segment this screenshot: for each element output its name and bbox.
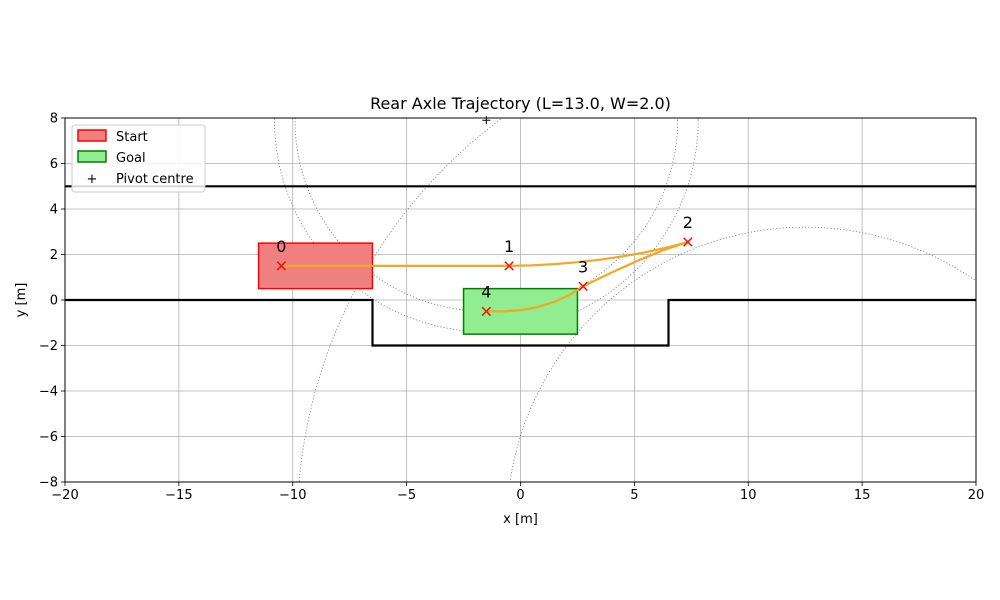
chart-title: Rear Axle Trajectory (L=13.0, W=2.0) [370, 94, 671, 113]
legend-label-start: Start [116, 130, 148, 145]
y-tick-label: −2 [39, 339, 58, 354]
trajectory-segment [508, 240, 690, 267]
x-tick-label: 15 [854, 488, 871, 503]
legend-swatch-goal [77, 150, 107, 163]
x-tick-label: 5 [630, 488, 638, 503]
y-tick-label: 6 [50, 157, 58, 172]
x-tick-label: −5 [397, 488, 416, 503]
waypoint-label: 1 [504, 237, 514, 256]
waypoint-label: 0 [276, 237, 286, 256]
x-axis-label: x [m] [503, 512, 538, 527]
y-axis-label: y [m] [14, 283, 29, 318]
y-tick-label: −4 [39, 385, 58, 400]
y-tick-label: −6 [39, 430, 58, 445]
x-tick-label: −20 [51, 488, 78, 503]
legend: Start Goal + Pivot centre [71, 124, 206, 193]
waypoint-marker [504, 261, 514, 271]
legend-swatch-start [77, 129, 107, 142]
road-boundaries [65, 185, 976, 347]
y-tick-label: 2 [50, 248, 58, 263]
waypoint-marker [578, 281, 588, 292]
y-tick-label: 8 [50, 112, 58, 127]
legend-pivot-marker: + [87, 172, 98, 187]
waypoint-markers: 0 1 2 3 4 [276, 116, 693, 317]
x-tick-label: 20 [968, 488, 985, 503]
trajectory-lines [280, 240, 690, 313]
pivot-arc [294, 118, 679, 312]
y-tick-label: −8 [39, 476, 58, 491]
goal-rectangle [462, 287, 579, 335]
trajectory-segment [581, 240, 690, 288]
lower-boundary [65, 298, 976, 347]
waypoint-marker [481, 306, 492, 317]
waypoint-marker [276, 261, 287, 271]
waypoint-label: 3 [578, 257, 588, 276]
legend-label-pivot: Pivot centre [116, 172, 194, 187]
x-tick-label: 0 [516, 488, 524, 503]
trajectory-segment [485, 285, 585, 313]
y-tick-label: 4 [50, 203, 58, 218]
waypoint-label: 4 [481, 282, 491, 301]
x-tick-label: 10 [740, 488, 757, 503]
pivot-arcs [274, 118, 976, 482]
legend-label-goal: Goal [116, 151, 146, 166]
x-tick-label: −15 [165, 488, 192, 503]
x-tick-label: −10 [279, 488, 306, 503]
y-tick-label: 0 [50, 294, 58, 309]
waypoint-marker [683, 237, 693, 247]
waypoint-label: 2 [683, 213, 693, 232]
